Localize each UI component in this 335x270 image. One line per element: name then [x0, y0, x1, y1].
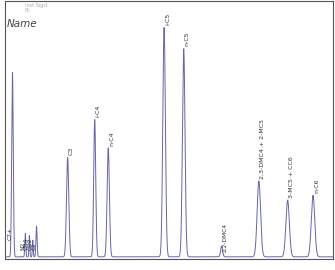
Text: i-C5: i-C5 [165, 13, 170, 25]
Text: CH4: CH4 [24, 237, 29, 250]
Text: N2: N2 [20, 241, 25, 250]
Text: n-C4: n-C4 [109, 131, 114, 146]
Text: C2: C2 [31, 242, 36, 250]
Text: Name: Name [7, 19, 37, 29]
Text: Inst Sigst: Inst Sigst [25, 3, 48, 8]
Text: 2,2-DMC4: 2,2-DMC4 [223, 223, 228, 252]
Text: C3: C3 [69, 147, 74, 155]
Text: i-C4: i-C4 [96, 105, 101, 117]
Text: 3-MC5 + CC6: 3-MC5 + CC6 [289, 156, 294, 198]
Text: n-C5: n-C5 [185, 32, 190, 46]
Text: C7+: C7+ [7, 227, 12, 240]
Text: CO2: CO2 [27, 237, 32, 250]
Text: 2,3-DMC4 + 2-MC5: 2,3-DMC4 + 2-MC5 [260, 119, 265, 179]
Text: n-C6: n-C6 [314, 178, 319, 193]
Text: Pt:: Pt: [25, 8, 31, 13]
